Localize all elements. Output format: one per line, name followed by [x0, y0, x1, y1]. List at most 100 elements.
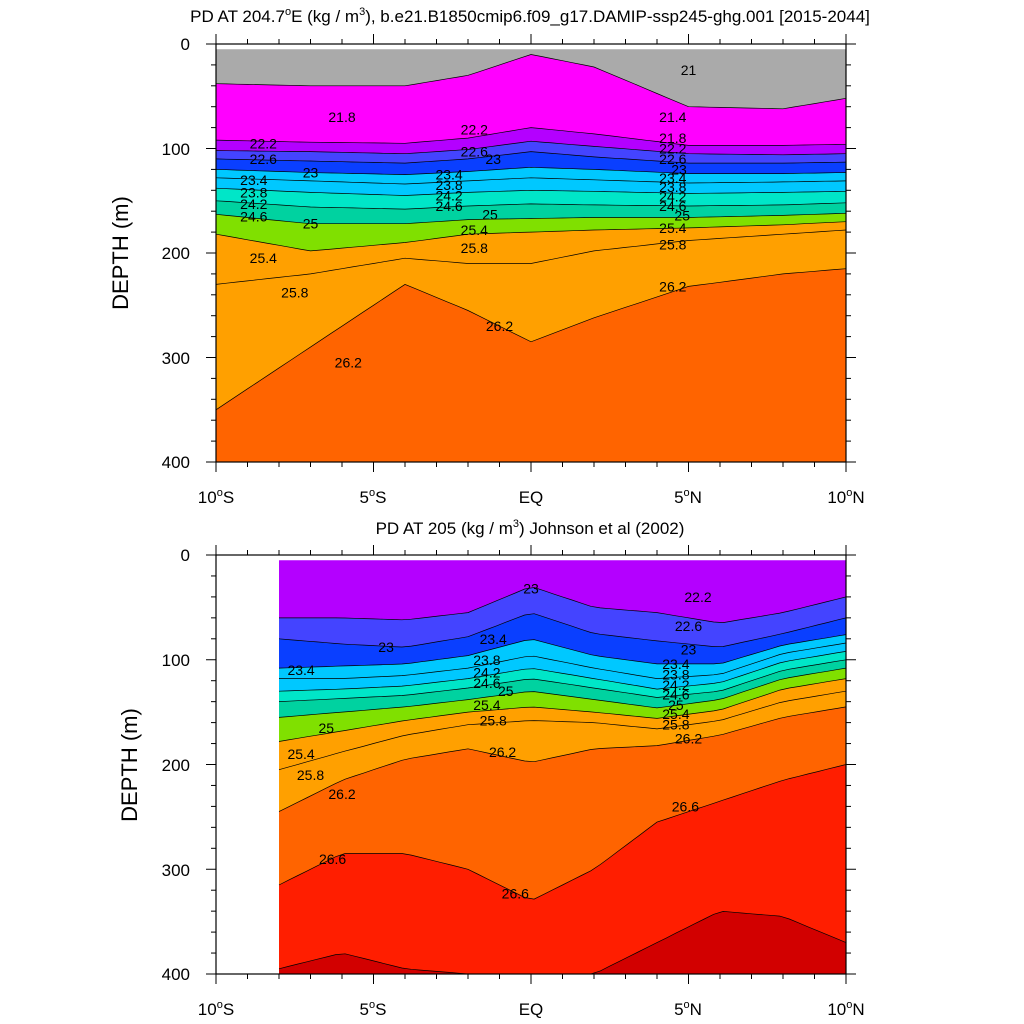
- density-band: [216, 221, 846, 285]
- y-axis-label: DEPTH (m): [108, 196, 133, 310]
- density-band: [279, 643, 846, 692]
- contour-label: 22.6: [250, 151, 277, 167]
- contour-label: 23.8: [662, 666, 689, 682]
- contour-label: 24.6: [662, 686, 689, 702]
- contour-label: 26.2: [659, 278, 686, 294]
- contour-label: 25.4: [461, 222, 488, 238]
- contour-label: 22.2: [461, 122, 488, 138]
- contour-label: 23.8: [659, 179, 686, 195]
- contour-label: 24.2: [662, 677, 689, 693]
- density-band: [279, 911, 846, 974]
- x-tick-label: EQ: [519, 488, 544, 507]
- contour-label: 24.6: [435, 198, 462, 214]
- density-band: [279, 587, 846, 647]
- contour-label: 25: [303, 216, 319, 232]
- isopycnal-line: [278, 667, 847, 718]
- contour-label: 24.2: [473, 664, 500, 680]
- contour-label: 22.6: [461, 144, 488, 160]
- contour-label: 23.4: [287, 662, 314, 678]
- panel-observations: PD AT 205 (kg / m3) Johnson et al (2002)…: [117, 518, 865, 1019]
- isopycnal-line: [215, 140, 847, 156]
- isopycnal-line: [215, 268, 847, 411]
- y-tick-label: 400: [162, 453, 190, 472]
- contour-label: 25.4: [662, 706, 689, 722]
- isopycnal-line: [278, 613, 847, 648]
- x-tick-label: 5oS: [360, 999, 387, 1019]
- x-tick-label: 5oN: [674, 487, 702, 507]
- density-band: [216, 230, 846, 410]
- density-band: [279, 706, 846, 900]
- x-tick-label: 5oS: [360, 487, 387, 507]
- contour-label: 25.8: [281, 285, 308, 301]
- contour-label: 25.4: [659, 220, 686, 236]
- contour-label: 21.4: [659, 109, 686, 125]
- contour-label: 22.2: [684, 589, 711, 605]
- x-tick-label: 10oN: [827, 487, 864, 507]
- isopycnal-line: [278, 706, 847, 812]
- contour-label: 23: [681, 641, 697, 657]
- contour-label: 25: [498, 683, 514, 699]
- density-band: [216, 268, 846, 462]
- contour-label: 26.2: [486, 318, 513, 334]
- x-tick-label: 10oN: [827, 999, 864, 1019]
- density-band: [279, 651, 846, 702]
- isopycnal-line: [215, 212, 847, 225]
- contour-label: 26.2: [335, 355, 362, 371]
- contour-label: 23: [303, 165, 319, 181]
- contour-label: 25.4: [287, 746, 314, 762]
- contour-label: 23.4: [659, 170, 686, 186]
- contour-label: 23: [523, 581, 539, 597]
- contour-label: 24.6: [659, 198, 686, 214]
- contour-label: 26.2: [328, 786, 355, 802]
- contour-label: 26.6: [672, 798, 699, 814]
- contour-label: 22.2: [659, 141, 686, 157]
- contour-label: 23.8: [240, 184, 267, 200]
- y-tick-label: 100: [162, 651, 190, 670]
- density-band: [279, 659, 846, 718]
- isopycnal-line: [278, 690, 847, 771]
- contour-label: 21.8: [328, 109, 355, 125]
- isopycnal-line: [215, 151, 847, 164]
- density-band: [279, 678, 846, 770]
- contour-label: 22.6: [659, 151, 686, 167]
- contour-label: 25.8: [461, 240, 488, 256]
- contour-label: 25: [482, 206, 498, 222]
- contour-label: 26.6: [502, 885, 529, 901]
- isopycnal-line: [278, 659, 847, 702]
- density-band: [279, 668, 846, 742]
- contour-label: 23.8: [473, 652, 500, 668]
- contour-label: 25.8: [659, 237, 686, 253]
- contour-label: 25: [668, 697, 684, 713]
- contour-label: 23.4: [435, 167, 462, 183]
- contour-label: 24.6: [240, 208, 267, 224]
- density-band: [279, 691, 846, 812]
- y-tick-label: 0: [181, 546, 190, 565]
- y-tick-label: 200: [162, 756, 190, 775]
- x-tick-label: 5oN: [674, 999, 702, 1019]
- density-band: [279, 764, 846, 974]
- contour-label: 22.6: [675, 618, 702, 634]
- isopycnal-line: [215, 127, 847, 146]
- panel-model: PD AT 204.7oE (kg / m3), b.e21.B1850cmip…: [108, 6, 870, 507]
- contour-label: 22.2: [250, 135, 277, 151]
- axis-ticks: [206, 34, 856, 472]
- density-band: [216, 167, 846, 184]
- density-band: [216, 200, 846, 224]
- contour-label: 25: [319, 720, 335, 736]
- x-tick-label: EQ: [519, 1000, 544, 1019]
- isopycnal-line: [278, 634, 847, 669]
- contour-label: 26.2: [675, 730, 702, 746]
- density-band: [216, 141, 846, 164]
- contour-label: 23: [378, 639, 394, 655]
- contour-label: 25.8: [662, 717, 689, 733]
- x-tick-label: 10oS: [198, 999, 234, 1019]
- y-tick-label: 300: [162, 861, 190, 880]
- density-band: [216, 151, 846, 175]
- density-band: [216, 177, 846, 196]
- density-band: [279, 613, 846, 669]
- isopycnal-line: [215, 221, 847, 252]
- contour-label: 26.6: [319, 851, 346, 867]
